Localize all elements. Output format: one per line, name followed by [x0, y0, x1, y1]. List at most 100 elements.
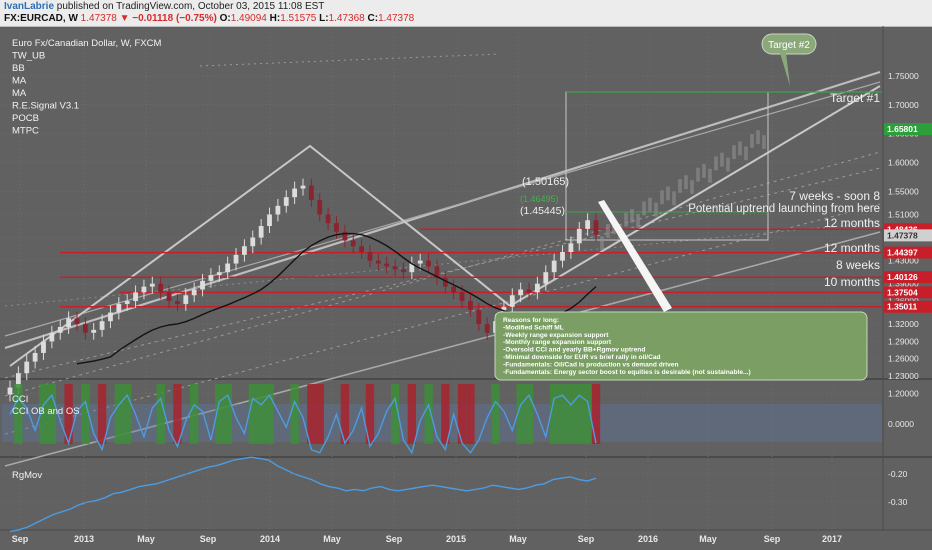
annotation-pivot-low: (1.45445)	[520, 205, 565, 217]
schiff-median-line	[9, 85, 881, 367]
candle-body	[91, 329, 97, 333]
cci-oversold-bar	[591, 384, 601, 444]
cci-overbought-bar	[223, 384, 232, 444]
annotation-12-months-b: 12 months	[824, 241, 880, 255]
cci-oversold-bar	[365, 384, 375, 444]
cci-overbought-bar	[558, 384, 567, 444]
chart-title: Euro Fx/Canadian Dollar, W, FXCM	[12, 38, 161, 49]
annotation-8-weeks: 8 weeks	[836, 258, 880, 272]
projected-candle	[672, 191, 676, 206]
channel-line	[4, 151, 881, 397]
price-tag	[884, 229, 932, 242]
price-tag-label: 1.48436	[887, 224, 918, 234]
header-bar: IvanLabrie published on TradingView.com,…	[0, 0, 932, 27]
y-tick-label: 1.60000	[888, 158, 919, 168]
indicator-legend-item: MTPC	[12, 126, 39, 137]
author-link[interactable]: IvanLabrie	[4, 1, 55, 12]
cci-overbought-bar	[123, 384, 132, 444]
candle-body	[442, 277, 448, 287]
candle-body	[258, 226, 264, 238]
price-change: ▼ −0.01118 (−0.75%)	[119, 13, 217, 24]
projected-candle	[624, 212, 628, 227]
candle-body	[124, 301, 130, 304]
note-pointer	[598, 200, 672, 312]
candle-body	[15, 373, 21, 388]
x-tick-label: May	[509, 534, 527, 544]
cci-overbought-bar	[516, 384, 525, 444]
rgmov-legend-item: RgMov	[12, 470, 42, 481]
candle-body	[518, 289, 524, 296]
candle-body	[32, 352, 38, 362]
cci-line	[9, 393, 597, 455]
candle-body	[99, 321, 105, 330]
high-label: H:	[269, 13, 281, 24]
cci-overbought-bar	[47, 384, 57, 444]
candle-body	[593, 220, 599, 235]
cci-legend-item: CCI OB and OS	[12, 406, 80, 417]
annotation-uptrend: Potential uptrend launching from here	[688, 203, 880, 215]
cci-oversold-bar	[407, 384, 417, 444]
projected-candle	[732, 145, 736, 160]
x-tick-label: May	[323, 534, 341, 544]
projected-candle	[720, 152, 724, 167]
candle-body	[49, 332, 55, 342]
candle-body	[409, 263, 415, 273]
x-tick-label: 2015	[446, 534, 466, 544]
cci-overbought-bar	[248, 384, 257, 444]
cci-overbought-bar	[39, 384, 48, 444]
high-value: 1.51575	[280, 13, 317, 24]
candle-body	[57, 326, 63, 333]
candle-body	[66, 318, 71, 327]
price-tag-label: 1.47378	[887, 230, 918, 240]
price-tag	[884, 271, 932, 284]
cci-overbought-bar	[524, 384, 534, 444]
cci-overbought-bar	[549, 384, 559, 444]
candle-body	[392, 266, 398, 270]
reasons-note-box	[494, 311, 868, 381]
last-price: 1.47378	[80, 13, 117, 24]
price-tag-label: 1.40126	[887, 272, 918, 282]
reasons-note-line: -Fundamentals: Energy sector boost to eq…	[503, 369, 751, 376]
cci-oversold-bar	[315, 384, 324, 444]
candle-body	[292, 188, 298, 198]
x-tick-label: Sep	[578, 534, 595, 544]
projected-candle	[660, 190, 664, 205]
candle-body	[568, 243, 574, 252]
channel-line	[4, 81, 881, 337]
cci-oversold-bar	[307, 384, 316, 444]
candle-body	[191, 289, 197, 296]
chart-canvas[interactable]: Sep 2013 May Sep 2014 May Sep 2015 May Sep 2016 May…	[0, 26, 932, 550]
projected-candle	[714, 156, 718, 171]
cci-overbought-bar	[256, 384, 266, 444]
candle-body	[216, 272, 222, 276]
x-tick-label: 2017	[822, 534, 842, 544]
open-value: 1.49094	[230, 13, 267, 24]
candle-body	[484, 324, 490, 333]
candle-body	[426, 260, 431, 267]
cci-oversold-bar	[340, 384, 350, 444]
reasons-note-line: -Weekly range expansion support	[503, 332, 609, 339]
candle-body	[116, 303, 122, 313]
channel-line	[4, 231, 881, 467]
reasons-note-line: -Monthly range expansion support	[503, 339, 612, 346]
price-tag	[884, 123, 932, 136]
cci-oversold-bar	[97, 384, 107, 444]
annotation-10-months: 10 months	[824, 275, 880, 289]
candle-body	[283, 197, 289, 206]
projected-candle	[750, 133, 754, 148]
reasons-note-line: -Oversold CCI and yearly BB+Rgmov uptren…	[503, 347, 645, 354]
cci-overbought-bar	[583, 384, 592, 444]
projected-candle	[738, 141, 742, 156]
candle-body	[250, 237, 256, 247]
cci-overbought-bar	[215, 384, 224, 444]
candle-body	[275, 205, 281, 215]
indicator-legend-item: MA	[12, 76, 27, 87]
open-label: O:	[219, 13, 231, 24]
candle-body	[158, 283, 164, 293]
cci-overbought-bar	[566, 384, 576, 444]
channel-line	[4, 167, 881, 379]
y-tick-label: 1.39000	[888, 279, 919, 289]
projected-candle	[696, 167, 700, 182]
cci-overbought-bar	[189, 384, 199, 444]
